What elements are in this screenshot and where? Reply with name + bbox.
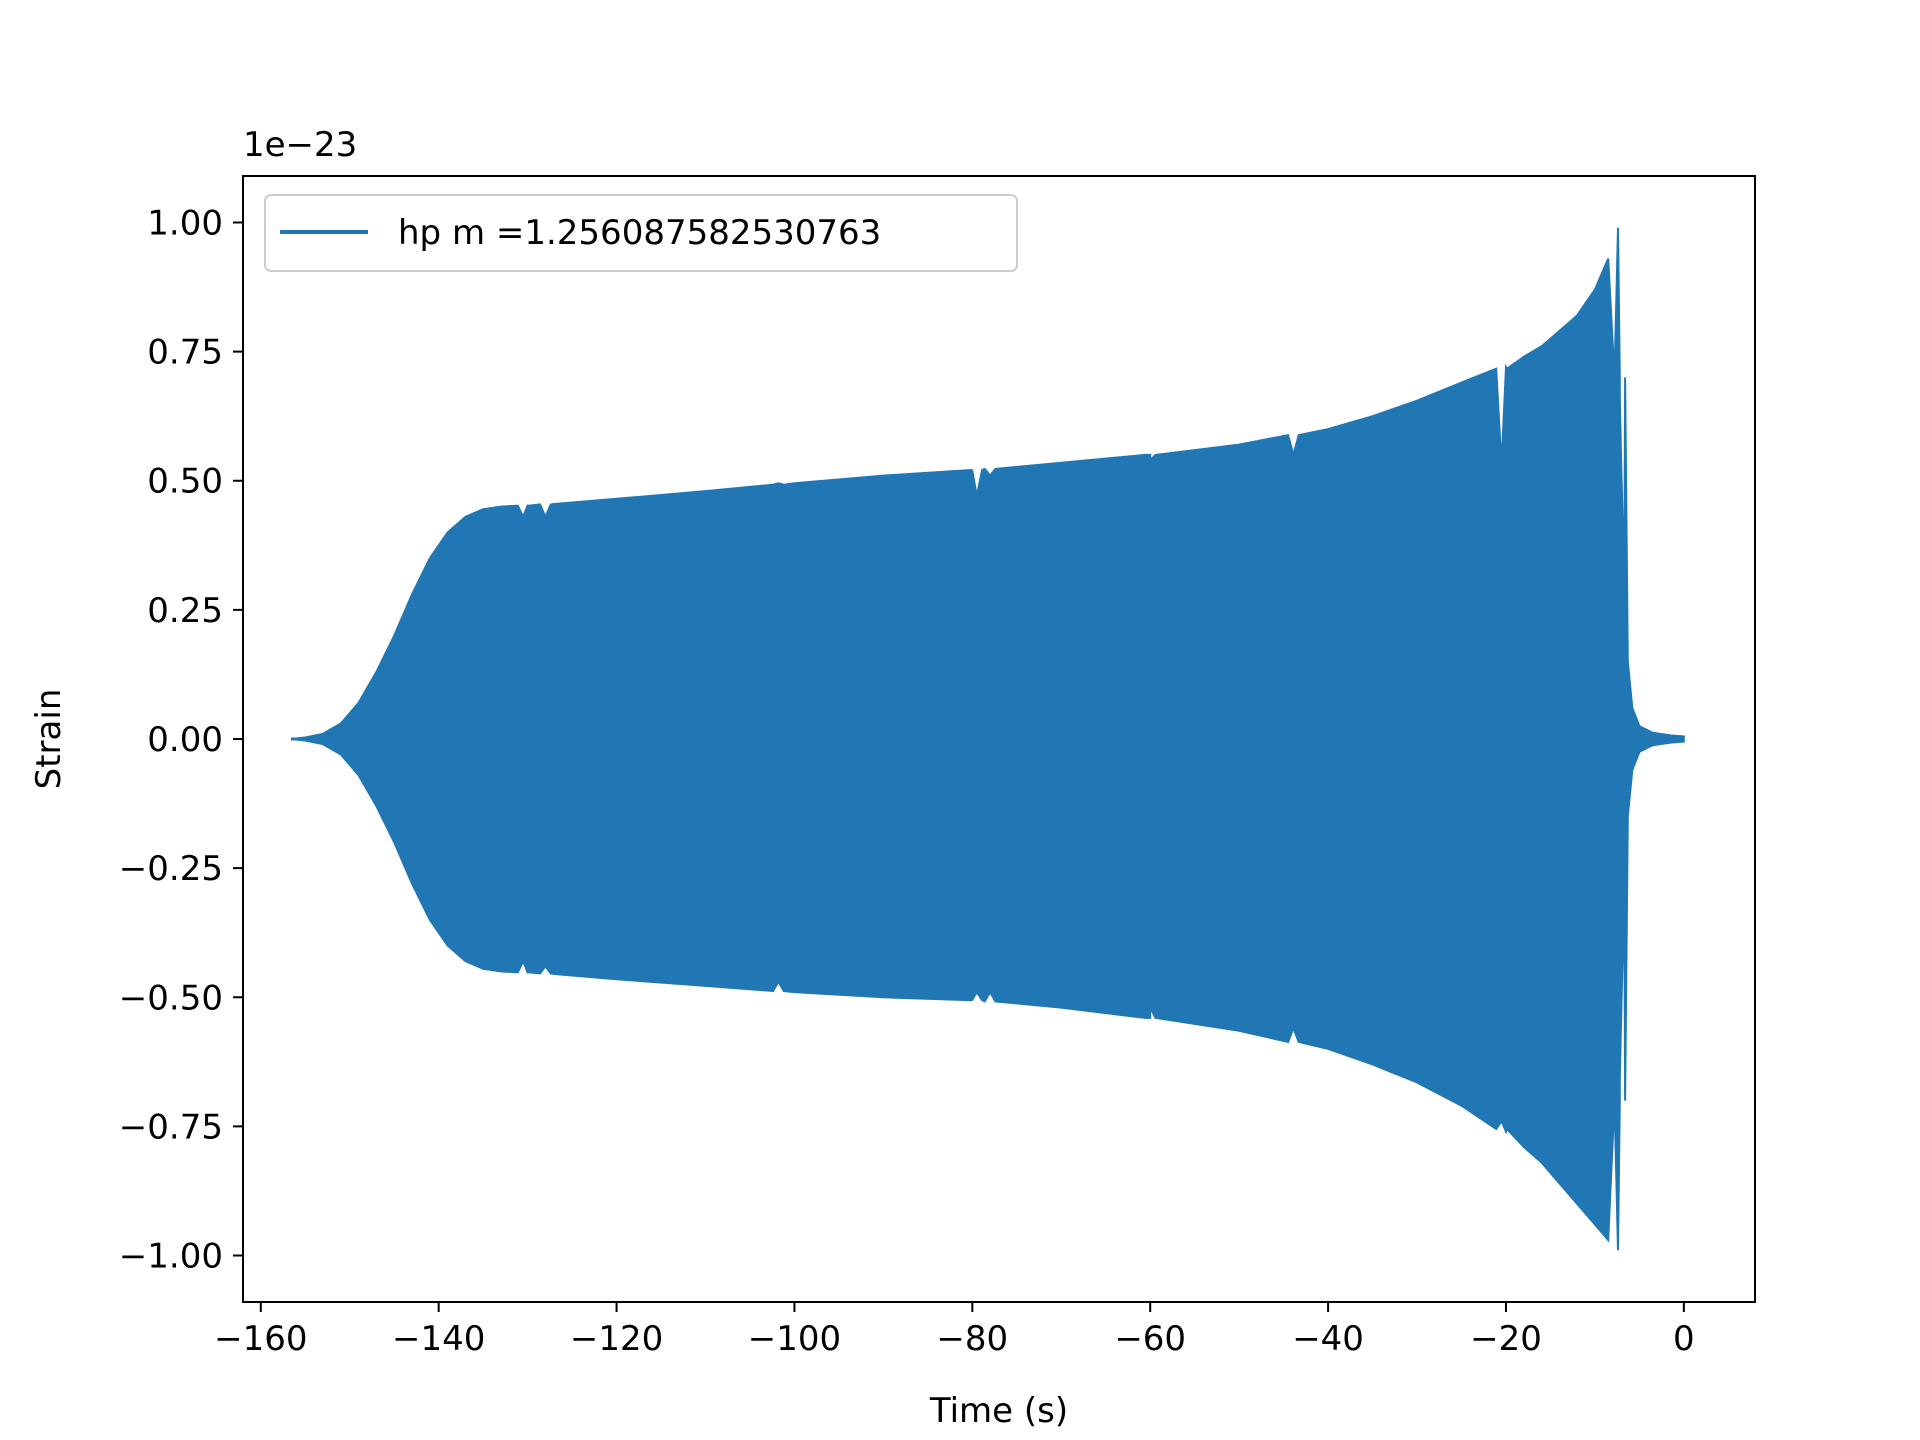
y-tick-label: −0.75 xyxy=(119,1107,223,1147)
legend: hp m =1.256087582530763 xyxy=(264,194,1018,272)
y-offset-text: 1e−23 xyxy=(243,125,357,165)
y-axis-label: Strain xyxy=(29,689,69,790)
x-axis-label: Time (s) xyxy=(929,1391,1068,1431)
y-tick-label: 1.00 xyxy=(147,203,223,243)
y-tick-label: 0.75 xyxy=(147,333,223,373)
x-tick-label: −160 xyxy=(214,1319,307,1359)
x-tick-label: −20 xyxy=(1470,1319,1542,1359)
y-tick-label: −0.50 xyxy=(119,978,223,1018)
y-tick-label: 0.50 xyxy=(147,462,223,502)
y-tick-label: 0.25 xyxy=(147,591,223,631)
legend-label: hp m =1.256087582530763 xyxy=(398,213,881,253)
x-tick-label: 0 xyxy=(1673,1319,1695,1359)
x-tick-label: −80 xyxy=(936,1319,1008,1359)
y-tick-label: 0.00 xyxy=(147,720,223,760)
x-tick-label: −140 xyxy=(392,1319,485,1359)
x-tick-label: −120 xyxy=(570,1319,663,1359)
x-axis: −160 −140 −120 −100 −80 −60 −40 −20 0 xyxy=(214,1302,1695,1359)
x-tick-label: −40 xyxy=(1292,1319,1364,1359)
x-tick-label: −60 xyxy=(1114,1319,1186,1359)
y-tick-label: −0.25 xyxy=(119,849,223,889)
x-tick-label: −100 xyxy=(748,1319,841,1359)
legend-box xyxy=(264,194,1018,272)
plot-area xyxy=(290,227,1685,1251)
y-tick-label: −1.00 xyxy=(119,1237,223,1277)
y-axis: 1.00 0.75 0.50 0.25 0.00 −0.25 −0.50 −0.75 −1.00 xyxy=(119,203,243,1277)
